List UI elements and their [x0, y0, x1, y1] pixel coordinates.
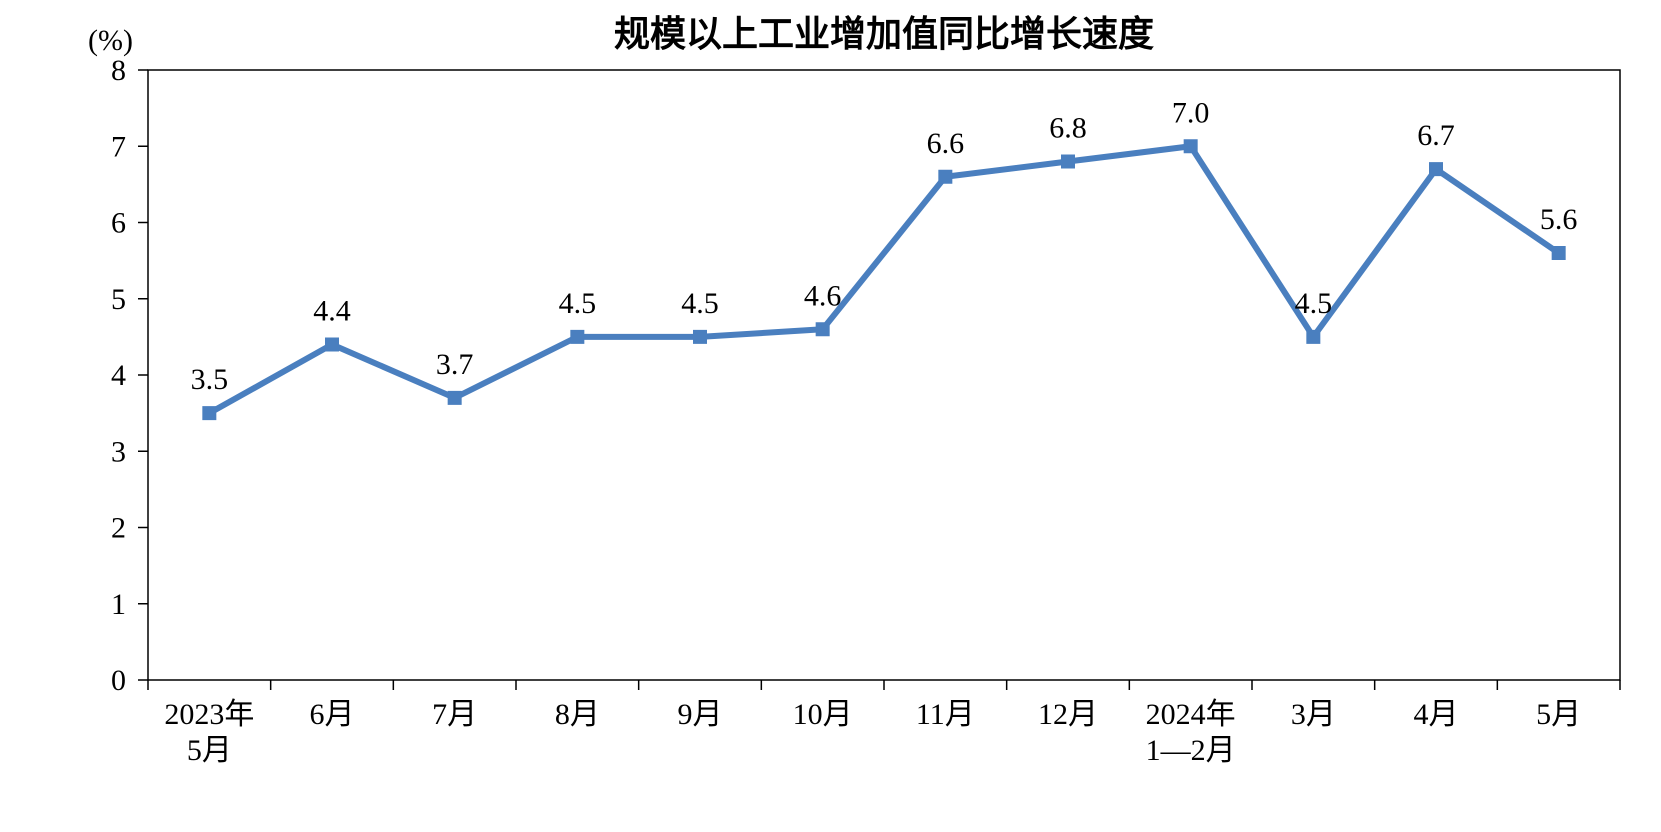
data-marker — [1306, 330, 1320, 344]
x-tick-label: 11月 — [916, 698, 975, 731]
data-label: 4.6 — [804, 279, 842, 312]
data-marker — [570, 330, 584, 344]
data-marker — [448, 391, 462, 405]
x-tick-label: 3月 — [1291, 698, 1336, 731]
y-tick-label: 0 — [111, 664, 126, 697]
data-label: 6.7 — [1417, 119, 1455, 152]
data-label: 6.6 — [927, 127, 965, 160]
y-tick-label: 4 — [111, 359, 126, 392]
data-marker — [693, 330, 707, 344]
x-tick-label: 6月 — [310, 698, 355, 731]
data-marker — [1552, 246, 1566, 260]
data-label: 5.6 — [1540, 203, 1578, 236]
chart-title: 规模以上工业增加值同比增长速度 — [614, 14, 1154, 54]
data-label: 4.5 — [1295, 287, 1333, 320]
data-label: 4.5 — [681, 287, 719, 320]
data-label: 4.5 — [559, 287, 597, 320]
data-marker — [938, 170, 952, 184]
x-tick-label: 5月 — [1536, 698, 1581, 731]
y-tick-label: 6 — [111, 207, 126, 240]
x-tick-label: 12月 — [1038, 698, 1098, 731]
data-marker — [816, 322, 830, 336]
data-label: 4.4 — [313, 295, 351, 328]
x-tick-label: 7月 — [432, 698, 477, 731]
data-label: 6.8 — [1049, 112, 1087, 145]
data-label: 3.5 — [191, 363, 229, 396]
data-marker — [202, 406, 216, 420]
x-tick-label: 4月 — [1414, 698, 1459, 731]
x-tick-label: 9月 — [678, 698, 723, 731]
chart-container: 规模以上工业增加值同比增长速度(%)0123456782023年5月6月7月8月… — [0, 0, 1661, 832]
data-marker — [1429, 162, 1443, 176]
x-tick-label: 10月 — [793, 698, 853, 731]
data-label: 3.7 — [436, 348, 474, 381]
data-marker — [1061, 155, 1075, 169]
y-tick-label: 2 — [111, 512, 126, 545]
data-marker — [1184, 139, 1198, 153]
y-tick-label: 5 — [111, 283, 126, 316]
line-chart: 规模以上工业增加值同比增长速度(%)0123456782023年5月6月7月8月… — [0, 0, 1661, 832]
data-label: 7.0 — [1172, 96, 1210, 129]
data-marker — [325, 338, 339, 352]
y-axis-unit-label: (%) — [88, 24, 133, 57]
y-tick-label: 7 — [111, 130, 126, 163]
x-tick-label: 8月 — [555, 698, 600, 731]
y-tick-label: 3 — [111, 435, 126, 468]
y-tick-label: 8 — [111, 54, 126, 87]
y-tick-label: 1 — [111, 588, 126, 621]
